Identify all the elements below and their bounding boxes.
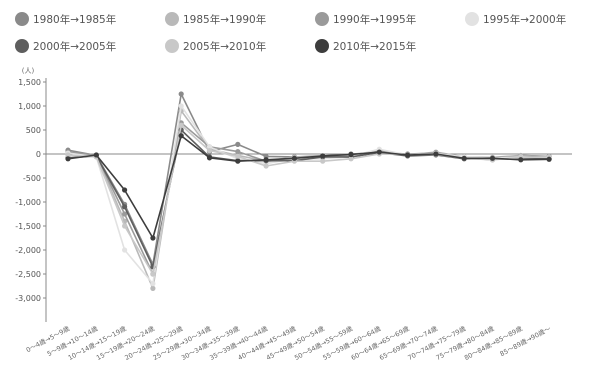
y-tick-label: -1,500 bbox=[15, 222, 41, 231]
legend-label: 1985年→1990年 bbox=[183, 13, 266, 26]
data-point bbox=[291, 155, 297, 161]
data-point bbox=[235, 141, 241, 147]
y-tick-label: -3,000 bbox=[15, 294, 41, 303]
data-point bbox=[206, 144, 213, 150]
series bbox=[65, 108, 552, 291]
data-point bbox=[178, 103, 184, 109]
legend-label: 2010年→2015年 bbox=[333, 40, 416, 53]
data-point bbox=[93, 152, 99, 158]
data-point bbox=[518, 157, 524, 163]
legend-item: 1995年→2000年 bbox=[465, 12, 566, 26]
data-point bbox=[348, 156, 354, 162]
legend-swatch bbox=[315, 12, 329, 26]
data-point bbox=[122, 211, 128, 217]
data-point bbox=[150, 235, 156, 241]
y-tick-label: 1,500 bbox=[18, 78, 41, 87]
legend: 1980年→1985年 1985年→1990年 1990年→1995年 1995年→2… bbox=[15, 12, 566, 53]
legend-swatch bbox=[315, 39, 329, 53]
data-point bbox=[263, 157, 269, 163]
y-axis: 1,500 1,000 500 0 -500 -1,000 -1,500 -2,000 -2,5… bbox=[15, 78, 47, 322]
y-tick-label: 500 bbox=[26, 126, 41, 135]
data-point bbox=[263, 163, 269, 169]
legend-swatch bbox=[165, 12, 179, 26]
series bbox=[65, 133, 552, 241]
data-point bbox=[122, 204, 128, 210]
legend-item: 2000年→2005年 bbox=[15, 39, 116, 53]
x-axis: 0～4歳→5～9歳5～9歳→10～14歳10～14歳→15～19歳15～19歳→… bbox=[24, 153, 572, 362]
y-tick-label: -500 bbox=[23, 174, 41, 183]
legend-label: 2005年→2010年 bbox=[183, 40, 266, 53]
legend-label: 1995年→2000年 bbox=[483, 13, 566, 26]
data-point bbox=[348, 151, 354, 158]
data-point bbox=[433, 151, 439, 157]
data-point bbox=[405, 152, 411, 158]
data-point bbox=[150, 281, 156, 287]
data-point bbox=[150, 271, 156, 277]
legend-swatch bbox=[15, 12, 29, 26]
y-tick-label: -1,000 bbox=[15, 198, 41, 207]
legend-swatch bbox=[465, 12, 479, 26]
data-point bbox=[489, 155, 496, 161]
series-layer bbox=[65, 91, 552, 291]
data-point bbox=[122, 247, 128, 253]
data-point bbox=[122, 187, 128, 193]
y-axis-unit-label: (人) bbox=[22, 67, 35, 75]
legend-item: 2005年→2010年 bbox=[165, 39, 266, 53]
legend-label: 2000年→2005年 bbox=[33, 40, 116, 53]
legend-item: 2010年→2015年 bbox=[315, 39, 416, 53]
data-point bbox=[206, 148, 213, 154]
data-point bbox=[178, 91, 184, 97]
data-point bbox=[235, 158, 241, 164]
y-tick-label: 0 bbox=[36, 150, 41, 159]
legend-item: 1985年→1990年 bbox=[165, 12, 266, 26]
y-tick-label: 1,000 bbox=[18, 102, 41, 111]
data-point bbox=[546, 156, 552, 162]
legend-label: 1980年→1985年 bbox=[33, 13, 116, 26]
series bbox=[65, 103, 552, 287]
series-line bbox=[67, 110, 550, 290]
data-point bbox=[461, 155, 467, 161]
data-point bbox=[178, 122, 184, 128]
legend-label: 1990年→1995年 bbox=[333, 13, 416, 26]
series-line bbox=[67, 135, 550, 239]
y-tick-label: -2,000 bbox=[15, 246, 41, 255]
y-tick-label: -2,500 bbox=[15, 270, 41, 279]
legend-swatch bbox=[15, 39, 29, 53]
legend-swatch bbox=[165, 39, 179, 53]
data-point bbox=[376, 149, 382, 155]
data-point bbox=[150, 285, 156, 291]
legend-item: 1990年→1995年 bbox=[315, 12, 416, 26]
data-point bbox=[206, 155, 213, 161]
data-point bbox=[65, 152, 71, 158]
legend-item: 1980年→1985年 bbox=[15, 12, 116, 26]
data-point bbox=[235, 153, 241, 159]
data-point bbox=[122, 223, 128, 229]
series bbox=[65, 91, 552, 267]
data-point bbox=[65, 156, 71, 162]
data-point bbox=[320, 158, 326, 164]
data-point bbox=[320, 153, 326, 159]
data-point bbox=[178, 133, 184, 139]
data-point bbox=[235, 149, 241, 155]
series-line bbox=[67, 124, 550, 275]
